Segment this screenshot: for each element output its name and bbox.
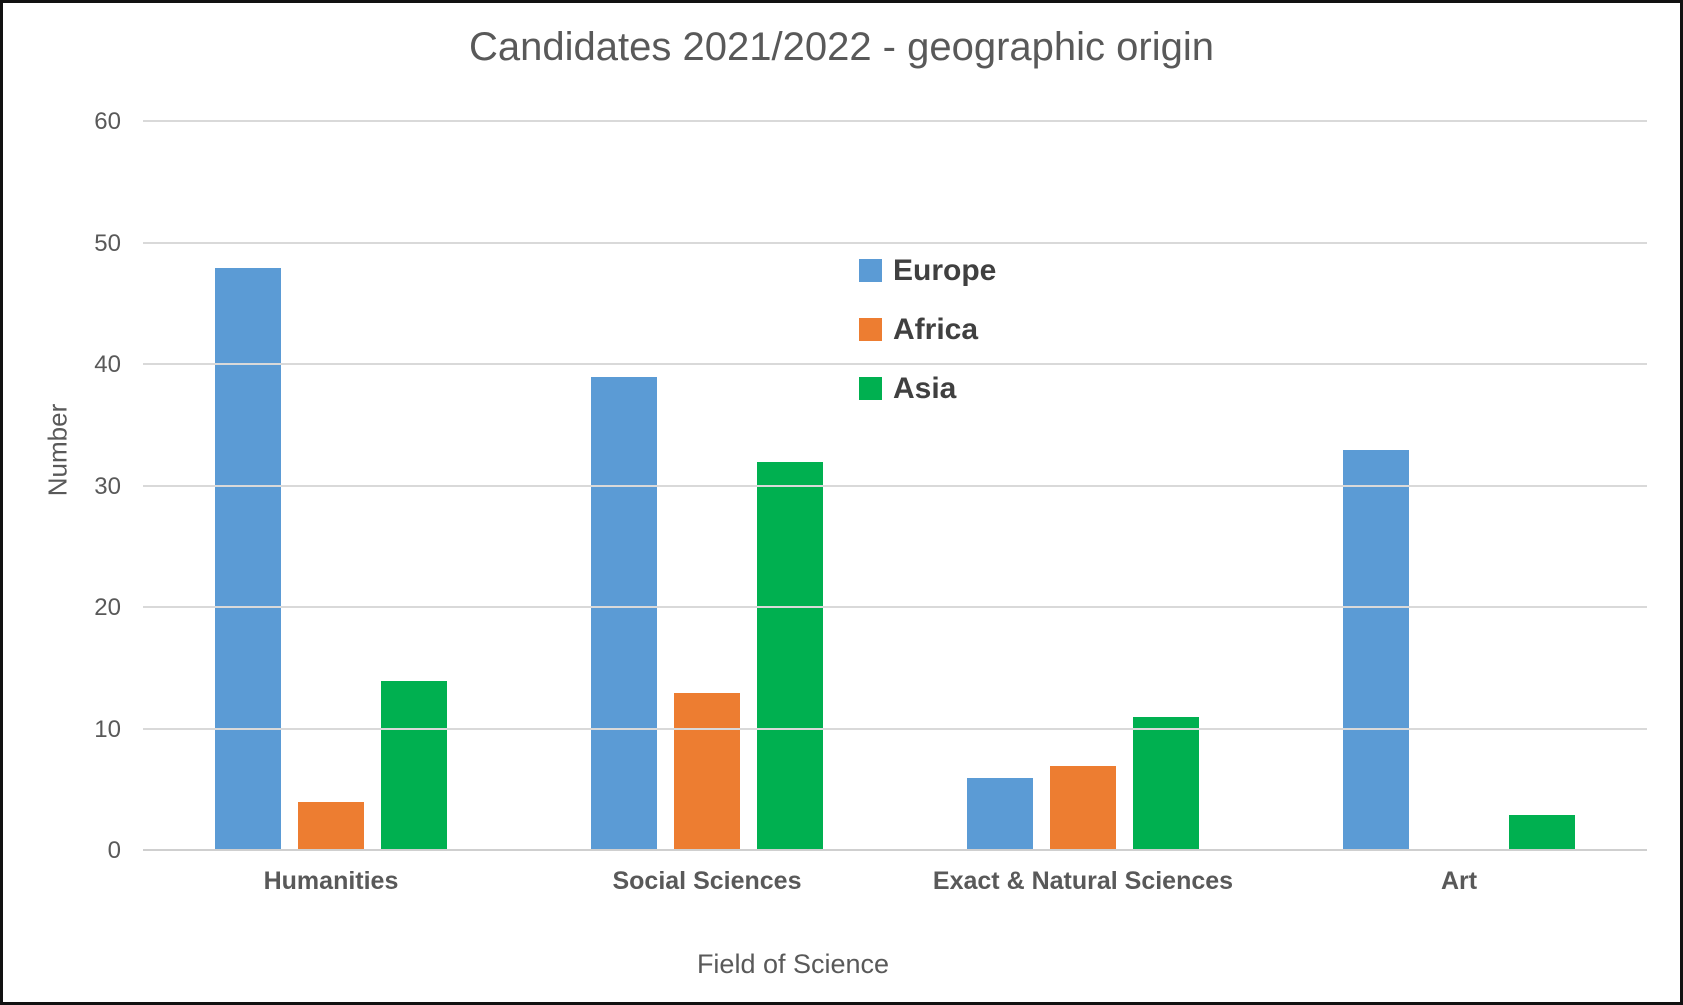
bar-group-exact-natural-sciences — [895, 122, 1271, 851]
gridline-30 — [143, 484, 1647, 487]
bar-europe-social-sciences — [591, 377, 657, 851]
legend-label-africa: Africa — [893, 312, 979, 346]
bar-asia-exact-natural-sciences — [1133, 717, 1199, 851]
bar-group-art — [1271, 122, 1647, 851]
bar-group-humanities — [143, 122, 519, 851]
plot-area: 0 10 20 30 40 50 60 — [94, 108, 1647, 864]
legend-swatch-africa — [859, 318, 882, 341]
x-axis-category-labels: Humanities Social Sciences Exact & Natural… — [143, 867, 1647, 896]
legend-item-europe: Europe — [859, 241, 996, 300]
y-tick-label-30: 30 — [94, 472, 121, 500]
gridline-50 — [143, 241, 1647, 244]
y-tick-label-10: 10 — [94, 715, 121, 743]
y-tick-label-20: 20 — [94, 594, 121, 621]
chart-title: Candidates 2021/2022 - geographic origin — [469, 25, 1214, 69]
bar-groups — [143, 122, 1647, 851]
bar-europe-exact-natural-sciences — [967, 778, 1033, 851]
y-tick-label-0: 0 — [107, 837, 121, 864]
x-axis-line — [143, 849, 1647, 851]
legend-swatch-asia — [859, 377, 882, 400]
gridline-10 — [143, 727, 1647, 730]
bar-africa-humanities — [298, 802, 364, 851]
bar-europe-humanities — [215, 267, 281, 851]
y-tick-label-40: 40 — [94, 351, 121, 378]
category-label-humanities: Humanities — [263, 867, 399, 895]
x-axis-title: Field of Science — [696, 949, 890, 979]
category-label-art: Art — [1440, 867, 1478, 895]
category-label-social-sciences: Social Sciences — [612, 867, 802, 895]
bar-group-social-sciences — [519, 122, 895, 851]
y-tick-label-50: 50 — [94, 229, 121, 257]
bar-europe-art — [1343, 450, 1409, 851]
bar-asia-art — [1509, 814, 1575, 851]
legend-label-asia: Asia — [893, 371, 957, 405]
legend-swatch-europe — [859, 259, 882, 282]
gridline-60 — [143, 120, 1647, 122]
category-label-exact-natural-sciences: Exact & Natural Sciences — [932, 867, 1234, 895]
legend-item-asia: Asia — [859, 359, 996, 418]
bar-asia-humanities — [381, 680, 447, 851]
bar-africa-social-sciences — [674, 693, 740, 851]
y-axis-title: Number — [42, 403, 73, 497]
legend-label-europe: Europe — [893, 253, 997, 287]
bar-asia-social-sciences — [757, 462, 823, 851]
gridline-20 — [143, 606, 1647, 608]
legend: Europe Africa Asia — [859, 241, 996, 418]
y-tick-label-60: 60 — [94, 108, 121, 135]
bar-africa-exact-natural-sciences — [1050, 765, 1116, 851]
gridline-40 — [143, 363, 1647, 365]
legend-item-africa: Africa — [859, 300, 996, 359]
